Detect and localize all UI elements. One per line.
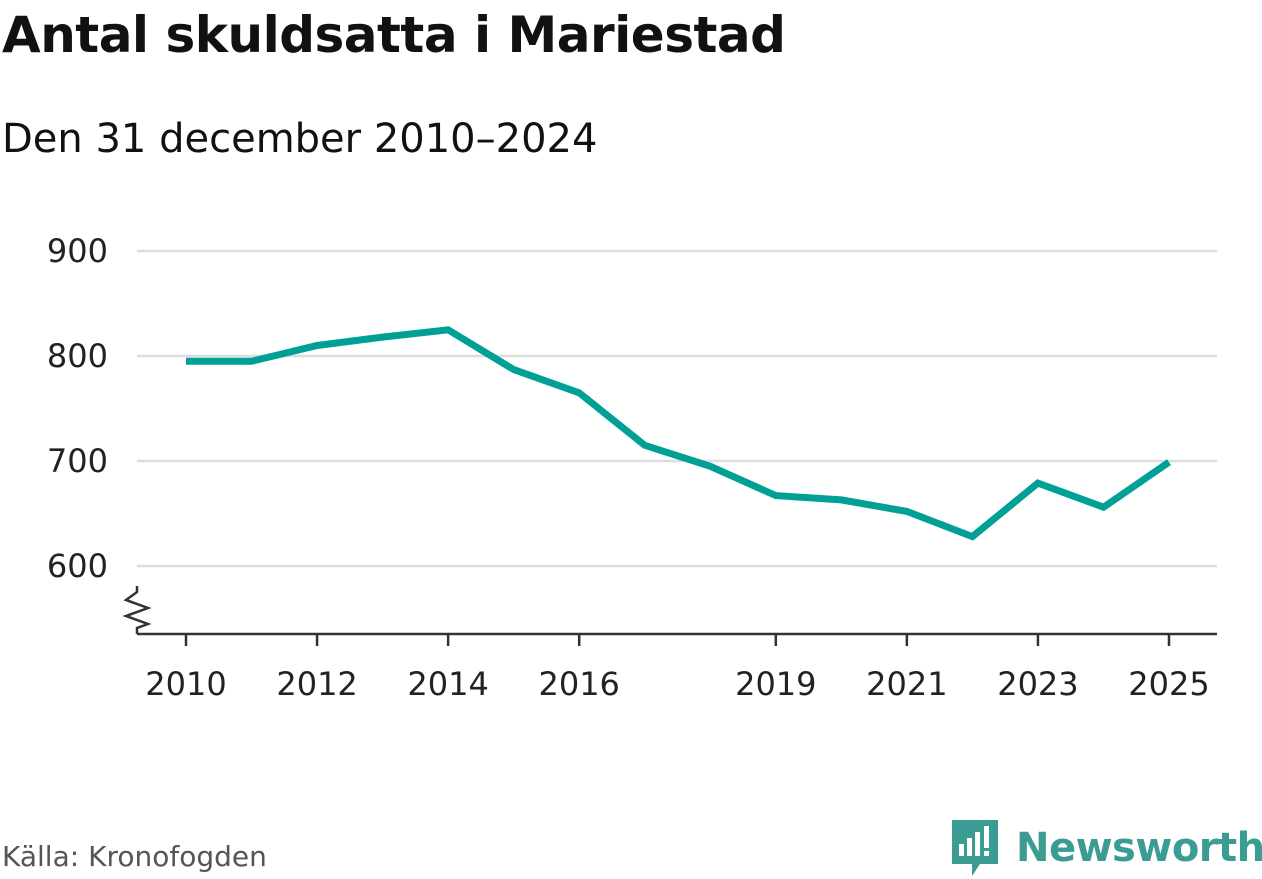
y-tick-label-700: 700 bbox=[47, 442, 108, 480]
x-axis-ticks: 2010 2012 2014 2016 2019 2021 2023 2025 bbox=[145, 634, 1210, 703]
x-tick-label-2023: 2023 bbox=[997, 665, 1078, 703]
x-axis bbox=[122, 586, 1217, 636]
y-tick-label-600: 600 bbox=[47, 547, 108, 585]
series-line-0 bbox=[186, 326, 1171, 541]
source-note: Källa: Kronofogden bbox=[2, 840, 267, 873]
y-axis-ticks: 600 700 800 900 bbox=[47, 232, 108, 585]
axis-break-icon bbox=[122, 586, 152, 634]
x-tick-label-2016: 2016 bbox=[538, 665, 619, 703]
x-tick-label-2010: 2010 bbox=[145, 665, 226, 703]
x-tick-label-2025: 2025 bbox=[1128, 665, 1209, 703]
x-tick-label-2019: 2019 bbox=[735, 665, 816, 703]
brand-name: Newsworthy bbox=[1016, 825, 1262, 871]
line-chart: 600 700 800 900 2010 2012 2014 2016 2019 2021 202… bbox=[47, 232, 1217, 703]
brand-logo: Newsworthy bbox=[950, 818, 1262, 878]
chart-title: Antal skuldsatta i Mariestad bbox=[2, 6, 786, 64]
newsworthy-logo-icon bbox=[952, 820, 998, 876]
y-tick-label-900: 900 bbox=[47, 232, 108, 270]
x-tick-label-2014: 2014 bbox=[407, 665, 488, 703]
chart-subtitle: Den 31 december 2010–2024 bbox=[2, 116, 598, 162]
series bbox=[185, 326, 1171, 541]
x-tick-label-2021: 2021 bbox=[866, 665, 947, 703]
gridlines bbox=[137, 249, 1217, 568]
x-tick-label-2012: 2012 bbox=[276, 665, 357, 703]
y-tick-label-800: 800 bbox=[47, 337, 108, 375]
